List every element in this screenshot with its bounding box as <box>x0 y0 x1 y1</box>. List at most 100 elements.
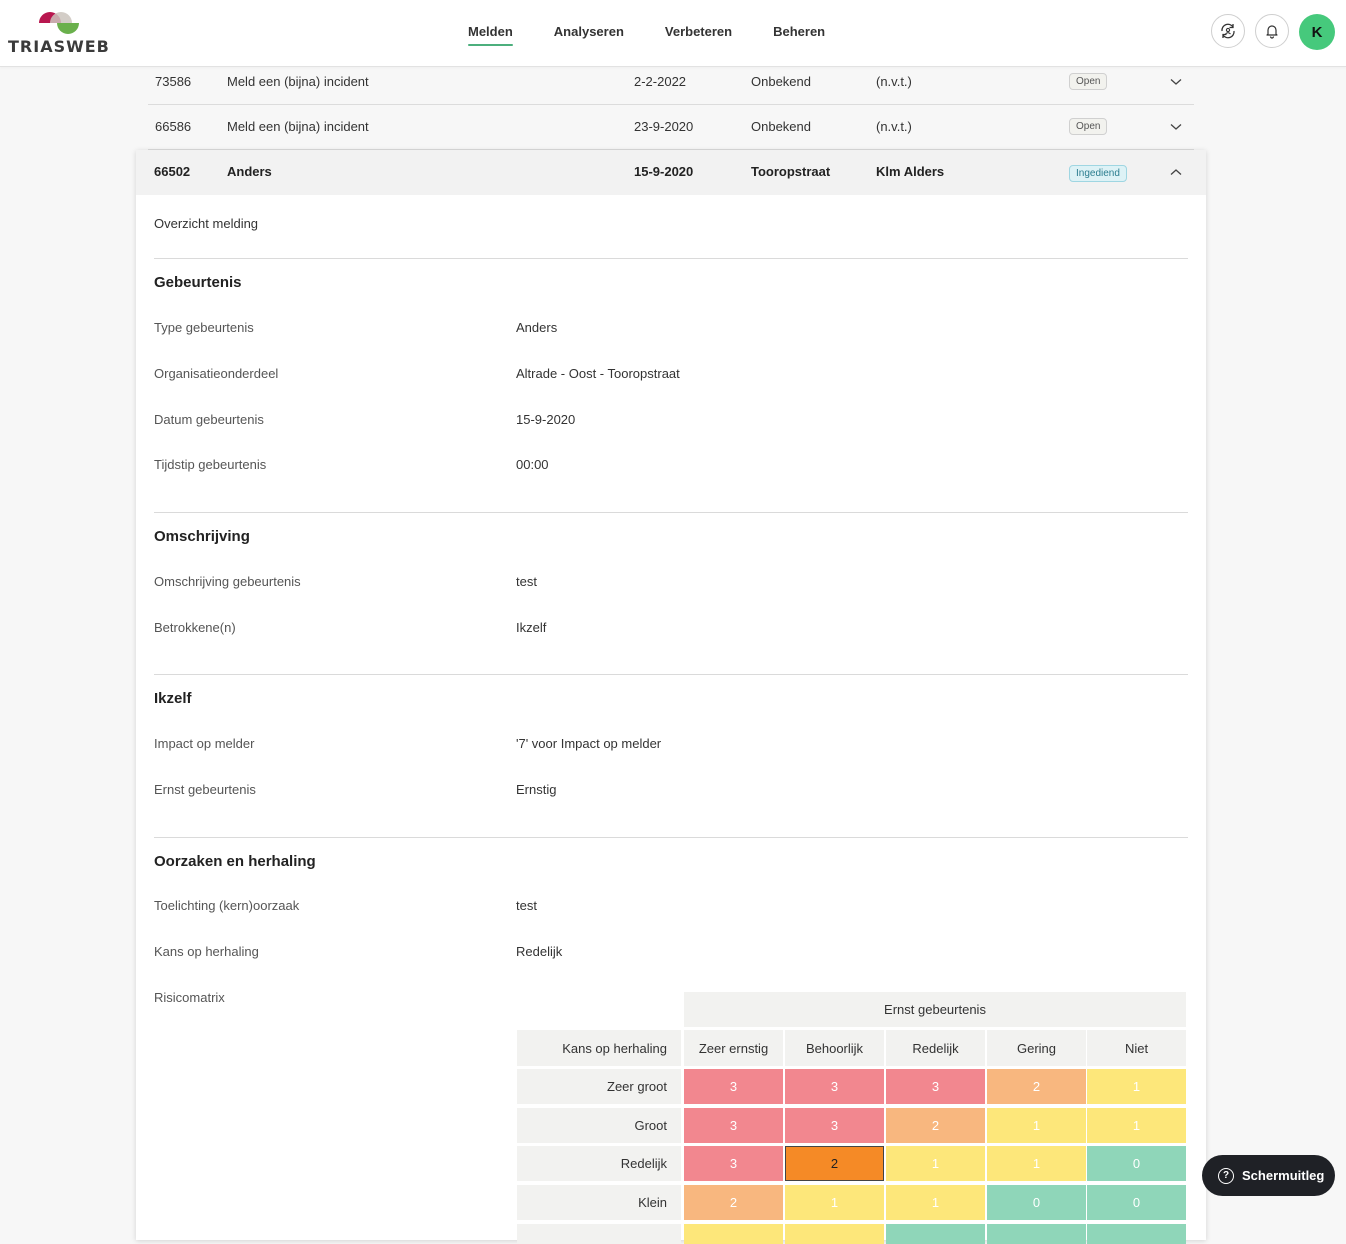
row-date: 23-9-2020 <box>634 119 694 134</box>
field-label: Impact op melder <box>154 736 255 751</box>
status-badge-label: Open <box>1069 118 1108 135</box>
matrix-cell <box>785 1224 884 1244</box>
row-location: Tooropstraat <box>751 164 831 179</box>
row-id: 66586 <box>155 119 192 134</box>
row-id: 66502 <box>154 164 191 179</box>
row-person: (n.v.t.) <box>876 119 912 134</box>
matrix-cell: 0 <box>1087 1185 1186 1220</box>
matrix-cell: 2 <box>886 1108 985 1143</box>
matrix-column-header: Redelijk <box>886 1030 985 1066</box>
matrix-row-label: Redelijk <box>517 1146 681 1181</box>
matrix-cell: 1 <box>886 1185 985 1220</box>
nav-melden[interactable]: Melden <box>468 0 513 46</box>
row-person: Klm Alders <box>876 164 945 179</box>
expanded-row-header[interactable]: 66502 Anders 15-9-2020 Tooropstraat Klm … <box>136 150 1206 195</box>
matrix-row-label: Groot <box>517 1108 681 1143</box>
field-label: Organisatieonderdeel <box>154 366 279 381</box>
status-badge-label: Ingediend <box>1069 165 1127 182</box>
field-label: Tijdstip gebeurtenis <box>154 457 267 472</box>
row-date: 15-9-2020 <box>634 164 694 179</box>
expand-row-button[interactable] <box>1170 59 1184 104</box>
user-avatar[interactable]: K <box>1299 14 1335 50</box>
collapse-row-button[interactable] <box>1170 150 1184 193</box>
matrix-cell <box>987 1224 1086 1244</box>
chevron-down-icon <box>1170 123 1182 130</box>
row-type: Meld een (bijna) incident <box>227 74 369 89</box>
field-label: Omschrijving gebeurtenis <box>154 574 301 589</box>
expanded-report-card: 66502 Anders 15-9-2020 Tooropstraat Klm … <box>136 150 1206 1244</box>
row-type: Meld een (bijna) incident <box>227 119 369 134</box>
divider <box>154 258 1188 259</box>
row-location: Onbekend <box>751 74 811 89</box>
matrix-cell: 1 <box>987 1146 1086 1181</box>
section-title-gebeurtenis: Gebeurtenis <box>154 274 242 291</box>
row-id: 73586 <box>155 74 192 89</box>
nav-verbeteren[interactable]: Verbeteren <box>664 24 733 39</box>
field-value: Ernstig <box>516 782 557 797</box>
field-label: Type gebeurtenis <box>154 320 254 335</box>
field-value: 00:00 <box>516 457 549 472</box>
field-label: Betrokkene(n) <box>154 620 236 635</box>
field-label: Ernst gebeurtenis <box>154 782 256 797</box>
matrix-cell: 0 <box>987 1185 1086 1220</box>
matrix-cell: 0 <box>1087 1146 1186 1181</box>
schermuitleg-button[interactable]: ? Schermuitleg <box>1202 1155 1335 1196</box>
divider <box>154 512 1188 513</box>
nav-analyseren[interactable]: Analyseren <box>553 24 624 39</box>
matrix-cell: 2 <box>684 1185 783 1220</box>
notifications-button[interactable] <box>1255 14 1289 48</box>
section-title-ikzelf: Ikzelf <box>154 690 192 707</box>
matrix-row-header: Kans op herhaling <box>517 1030 681 1066</box>
top-header: TRIASWEB Melden Analyseren Verbeteren Be… <box>0 0 1346 67</box>
matrix-cell: 3 <box>785 1108 884 1143</box>
switch-button[interactable] <box>1211 14 1245 48</box>
field-value: 15-9-2020 <box>516 412 576 427</box>
matrix-column-header: Niet <box>1087 1030 1186 1066</box>
triasweb-logo[interactable]: TRIASWEB <box>8 10 109 56</box>
matrix-cell <box>684 1224 783 1244</box>
nav-beheren[interactable]: Beheren <box>773 24 826 39</box>
status-badge: Open <box>1069 72 1108 90</box>
matrix-row-label: Zeer groot <box>517 1069 681 1104</box>
section-title-omschrijving: Omschrijving <box>154 528 250 545</box>
field-label: Toelichting (kern)oorzaak <box>154 898 300 913</box>
list-row[interactable]: 73586 Meld een (bijna) incident 2-2-2022… <box>148 59 1194 105</box>
chevron-down-icon <box>1170 78 1182 85</box>
field-value: Altrade - Oost - Tooropstraat <box>516 366 680 381</box>
field-value: Ikzelf <box>516 620 547 635</box>
status-badge: Open <box>1069 117 1108 135</box>
list-row[interactable]: 66586 Meld een (bijna) incident 23-9-202… <box>148 104 1194 150</box>
matrix-column-header: Gering <box>987 1030 1086 1066</box>
field-label: Risicomatrix <box>154 990 225 1005</box>
matrix-cell: 1 <box>1087 1108 1186 1143</box>
field-label: Datum gebeurtenis <box>154 412 264 427</box>
matrix-column-header: Behoorlijk <box>785 1030 884 1066</box>
field-value: test <box>516 574 537 589</box>
matrix-cell-selected: 2 <box>785 1146 884 1181</box>
matrix-cell: 3 <box>684 1069 783 1104</box>
expand-row-button[interactable] <box>1170 104 1184 149</box>
chevron-up-icon <box>1170 168 1182 175</box>
matrix-column-group-header: Ernst gebeurtenis <box>684 992 1186 1027</box>
matrix-cell: 1 <box>1087 1069 1186 1104</box>
schermuitleg-label: Schermuitleg <box>1242 1168 1325 1183</box>
divider <box>154 837 1188 838</box>
overview-heading: Overzicht melding <box>154 216 259 231</box>
matrix-cell <box>886 1224 985 1244</box>
matrix-cell: 1 <box>785 1185 884 1220</box>
row-date: 2-2-2022 <box>634 74 687 89</box>
field-value: test <box>516 898 537 913</box>
matrix-cell: 3 <box>886 1069 985 1104</box>
row-location: Onbekend <box>751 119 811 134</box>
matrix-cell: 3 <box>785 1069 884 1104</box>
matrix-cell: 2 <box>987 1069 1086 1104</box>
matrix-row-label <box>517 1224 681 1244</box>
matrix-cell: 1 <box>886 1146 985 1181</box>
field-value: Anders <box>516 320 558 335</box>
status-badge-label: Open <box>1069 73 1108 90</box>
matrix-cell: 3 <box>684 1108 783 1143</box>
divider <box>154 674 1188 675</box>
main-nav: Melden Analyseren Verbeteren Beheren <box>468 0 866 66</box>
field-value: '7' voor Impact op melder <box>516 736 662 751</box>
matrix-cell: 3 <box>684 1146 783 1181</box>
